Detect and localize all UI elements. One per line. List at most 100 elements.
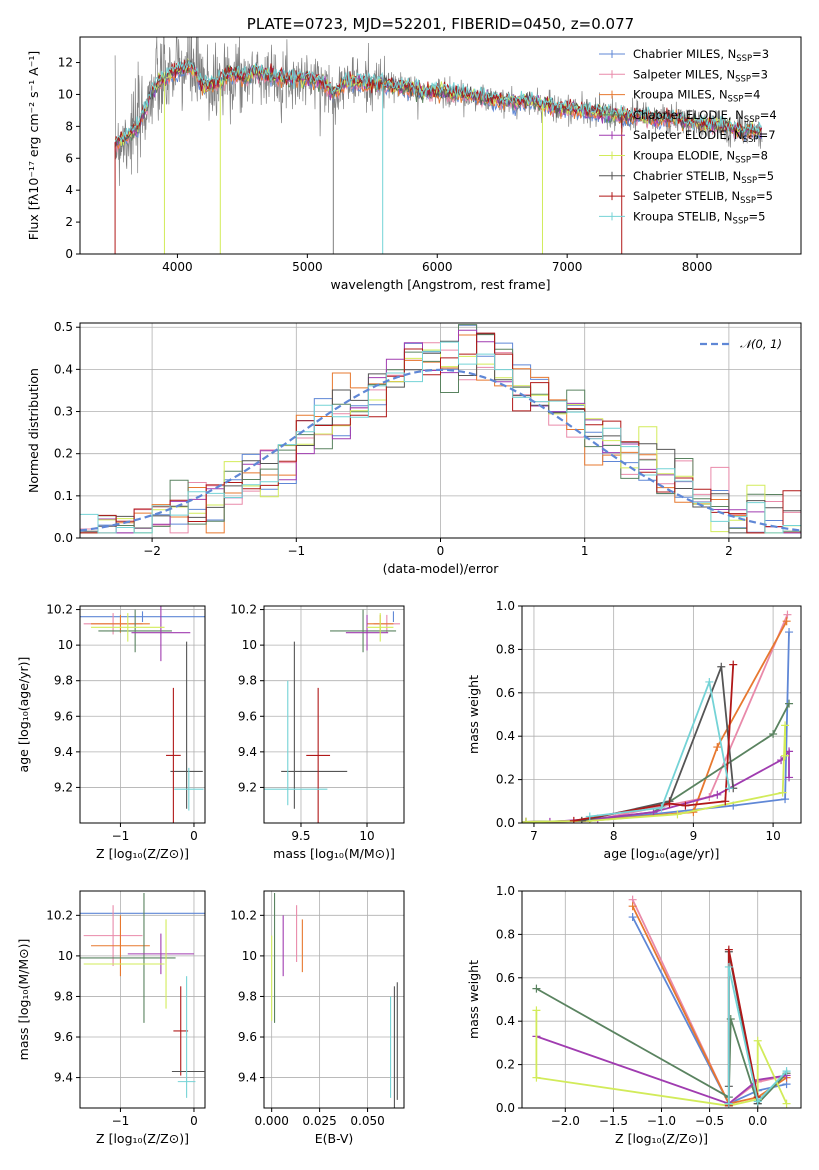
age_vs_Z-ytick-label: 10.2 xyxy=(46,603,73,617)
mass_vs_Z-panel: −1 0 9.4 9.6 9.8 10 10.2 Z [log₁₀(Z/Z⊙)] mass [l… xyxy=(16,890,206,1146)
weight_vs_Z-point-marker xyxy=(782,1067,791,1076)
spectrum-ytick-label-main: 6 xyxy=(65,151,73,165)
mass_vs_Z-xtick-label: −1 xyxy=(112,1114,130,1128)
mass_vs_EBV-ytick-label: 9.4 xyxy=(238,1071,257,1085)
age_vs_Z-ytick-label-main: 9.4 xyxy=(54,745,73,759)
weight_vs_age-ytick-label-main: 1.0 xyxy=(496,599,515,613)
age_vs_Z-xtick-label-main: 0 xyxy=(190,829,198,843)
spectrum-legend-label-sub: SSP xyxy=(744,115,760,125)
spectrum-legend-label: Chabrier STELIB, NSSP=5 xyxy=(633,169,774,186)
weight_vs_Z-point-marker xyxy=(753,1097,762,1106)
spectrum-xlabel: wavelength [Angstrom, rest frame] xyxy=(330,277,550,292)
spectrum-legend-label: Salpeter ELODIE, NSSP=7 xyxy=(633,128,776,145)
spectrum-legend-label-eq: =5 xyxy=(756,189,773,203)
mass_vs_Z-xlabel-main: Z [log₁₀(Z/Z⊙)] xyxy=(96,1131,189,1146)
weight_vs_age-ytick-label: 0.4 xyxy=(496,729,515,743)
weight_vs_Z-point-marker xyxy=(628,913,637,922)
weight_vs_Z-panel: −2.0 −1.5 −1.0 −0.5 0.0 0.0 0.2 0.4 0.6 0.8 1.0 Z [… xyxy=(466,884,802,1146)
weight_vs_age-xtick-label: 9 xyxy=(690,829,698,843)
weight_vs_Z-xtick-label-main: 0.0 xyxy=(748,1114,767,1128)
spectrum-legend-label-sub: SSP xyxy=(743,135,759,145)
spectrum-xtick-label-main: 5000 xyxy=(292,260,323,274)
spectrum-legend-label-main: Salpeter MILES, N xyxy=(633,67,735,81)
weight_vs_Z-xtick-label-main: −1.0 xyxy=(647,1114,676,1128)
spectrum-legend-label-eq: =4 xyxy=(760,108,777,122)
spectrum-xtick-label-main: 7000 xyxy=(552,260,583,274)
mass_vs_Z-ytick-label: 9.6 xyxy=(54,1030,73,1044)
mass_vs_Z-ytick-label-main: 9.4 xyxy=(54,1071,73,1085)
weight_vs_Z-ytick-label-main: 0.4 xyxy=(496,1014,515,1028)
age_vs_mass-ytick-label-main: 9.6 xyxy=(238,709,257,723)
weight_vs_age-ytick-label-main: 0.4 xyxy=(496,729,515,743)
residuals-xtick-label: 2 xyxy=(725,544,733,558)
age_vs_mass-panel: 9.5 10 9.2 9.4 9.6 9.8 10 10.2 mass [log₁₀(M/M⊙)… xyxy=(230,603,405,861)
mass_vs_EBV-xtick-label: 0.025 xyxy=(302,1114,336,1128)
age_vs_mass-ytick-label-main: 9.4 xyxy=(238,745,257,759)
spectrum-title-main: PLATE=0723, MJD=52201, FIBERID=0450, z=0… xyxy=(247,15,634,33)
age_vs_Z-ytick-label-main: 9.6 xyxy=(54,709,73,723)
mass_vs_EBV-ytick-label-main: 10 xyxy=(242,949,257,963)
spectrum-xtick-label: 7000 xyxy=(552,260,583,274)
weight_vs_age-point-marker xyxy=(673,810,682,819)
spectrum-legend-label-eq: =7 xyxy=(759,128,776,142)
age_vs_mass-xtick-label-main: 9.5 xyxy=(291,829,310,843)
mass_vs_Z-ylabel-main: mass [log₁₀(M/M⊙)] xyxy=(16,939,31,1061)
spectrum-xtick-label-main: 6000 xyxy=(422,260,453,274)
weight_vs_age-xtick-label-main: 7 xyxy=(530,829,538,843)
spectrum-legend-label-main: Kroupa ELODIE, N xyxy=(633,149,735,163)
mass_vs_Z-frame xyxy=(79,890,206,1109)
residuals-ytick-label: 0.0 xyxy=(54,531,73,545)
weight_vs_age-panel: 7 8 9 10 0.0 0.2 0.4 0.6 0.8 1.0 age [log₁₀(age/yr… xyxy=(466,599,802,861)
weight_vs_age-point-marker xyxy=(783,610,792,619)
spectrum-legend-label-eq: =3 xyxy=(752,47,769,61)
age_vs_Z-xtick-label: −1 xyxy=(112,829,130,843)
mass_vs_Z-ytick-label: 10.2 xyxy=(46,908,73,922)
age_vs_mass-xtick-label: 10 xyxy=(359,829,374,843)
weight_vs_Z-point-marker xyxy=(782,1099,791,1108)
spectrum-xtick-label-main: 4000 xyxy=(162,260,193,274)
weight_vs_age-point-marker xyxy=(522,817,530,823)
mass_vs_EBV-ytick-label: 9.8 xyxy=(238,989,257,1003)
spectrum-legend-label-main: Chabrier MILES, N xyxy=(633,47,736,61)
weight_vs_age-ylabel: mass weight xyxy=(466,675,481,754)
weight_vs_age-point-marker xyxy=(705,677,714,686)
weight_vs_age-xtick-label-main: 9 xyxy=(690,829,698,843)
residuals-xtick-label: −1 xyxy=(287,544,305,558)
spectrum-model-line xyxy=(114,58,762,147)
mass_vs_EBV-panel: 0.000 0.025 0.050 9.4 9.6 9.8 10 10.2 E(B-V) xyxy=(230,890,405,1146)
weight_vs_age-point-marker xyxy=(785,747,794,756)
weight_vs_Z-xtick-label-main: −0.5 xyxy=(695,1114,724,1128)
age_vs_Z-frame xyxy=(79,605,206,824)
weight_vs_age-point-marker xyxy=(785,699,794,708)
spectrum-legend-label-main: Salpeter ELODIE, N xyxy=(633,128,743,142)
residuals-xlabel-main: (data-model)/error xyxy=(383,561,500,576)
spectrum-legend-label-sub: SSP xyxy=(736,54,752,64)
weight_vs_Z-point-marker xyxy=(753,1036,762,1045)
age_vs_mass-ytick-label: 9.8 xyxy=(238,674,257,688)
mass_vs_Z-xtick-label: 0 xyxy=(190,1114,198,1128)
weight_vs_age-xlabel-main: age [log₁₀(age/yr)] xyxy=(604,846,720,861)
spectrum-legend-label-sub: SSP xyxy=(741,176,757,186)
weight_vs_Z-frame xyxy=(521,890,802,1109)
weight_vs_age-ytick-label-main: 0.2 xyxy=(496,773,515,787)
spectrum-legend-label-sub: SSP xyxy=(733,216,749,226)
age_vs_mass-xlabel: mass [log₁₀(M/M⊙)] xyxy=(273,846,395,861)
residuals-ylabel: Normed distribution xyxy=(26,368,41,493)
residual-legend-label-main: 𝒩(0, 1) xyxy=(740,337,782,351)
residuals-frame xyxy=(79,322,802,539)
weight_vs_Z-point-marker xyxy=(532,1073,541,1082)
weight_vs_age-point-marker xyxy=(569,816,578,823)
age_vs_mass-ytick-label: 10 xyxy=(242,638,257,652)
weight_vs_age-ytick-label: 0.8 xyxy=(496,642,515,656)
weight_vs_Z-point-marker xyxy=(724,945,733,954)
spectrum-legend-label-sub: SSP xyxy=(735,74,751,84)
mass_vs_EBV-ytick-label-main: 9.4 xyxy=(238,1071,257,1085)
spectrum-ytick-label-main: 10 xyxy=(58,87,73,101)
mass_vs_Z-ytick-label: 10 xyxy=(58,949,73,963)
weight_vs_Z-ytick-label-main: 0.0 xyxy=(496,1101,515,1115)
age_vs_Z-xlabel: Z [log₁₀(Z/Z⊙)] xyxy=(96,846,189,861)
age_vs_Z-panel: −1 0 9.2 9.4 9.6 9.8 10 10.2 Z [log₁₀(Z/Z⊙)] age … xyxy=(16,603,206,861)
residuals-ytick-label-main: 0.3 xyxy=(54,405,73,419)
spectrum-legend-label-eq: =4 xyxy=(743,88,760,102)
